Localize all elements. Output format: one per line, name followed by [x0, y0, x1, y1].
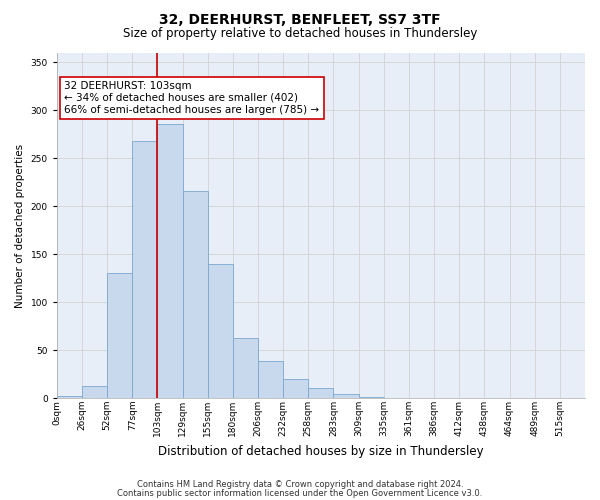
Text: 32 DEERHURST: 103sqm
← 34% of detached houses are smaller (402)
66% of semi-deta: 32 DEERHURST: 103sqm ← 34% of detached h…	[64, 82, 320, 114]
Bar	[57, 396, 82, 398]
X-axis label: Distribution of detached houses by size in Thundersley: Distribution of detached houses by size …	[158, 444, 484, 458]
Bar	[157, 124, 182, 398]
Bar	[208, 264, 233, 398]
Bar	[283, 379, 308, 398]
Text: 32, DEERHURST, BENFLEET, SS7 3TF: 32, DEERHURST, BENFLEET, SS7 3TF	[159, 12, 441, 26]
Bar	[107, 274, 132, 398]
Text: Contains public sector information licensed under the Open Government Licence v3: Contains public sector information licen…	[118, 489, 482, 498]
Bar	[182, 191, 208, 398]
Text: Contains HM Land Registry data © Crown copyright and database right 2024.: Contains HM Land Registry data © Crown c…	[137, 480, 463, 489]
Bar	[258, 361, 283, 399]
Bar	[82, 386, 107, 398]
Bar	[233, 338, 258, 398]
Bar	[308, 388, 334, 398]
Bar	[132, 141, 157, 399]
Y-axis label: Number of detached properties: Number of detached properties	[15, 144, 25, 308]
Text: Size of property relative to detached houses in Thundersley: Size of property relative to detached ho…	[123, 28, 477, 40]
Bar	[334, 394, 359, 398]
